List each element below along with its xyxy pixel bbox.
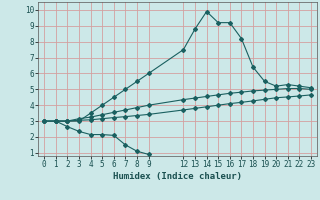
X-axis label: Humidex (Indice chaleur): Humidex (Indice chaleur) [113, 172, 242, 181]
